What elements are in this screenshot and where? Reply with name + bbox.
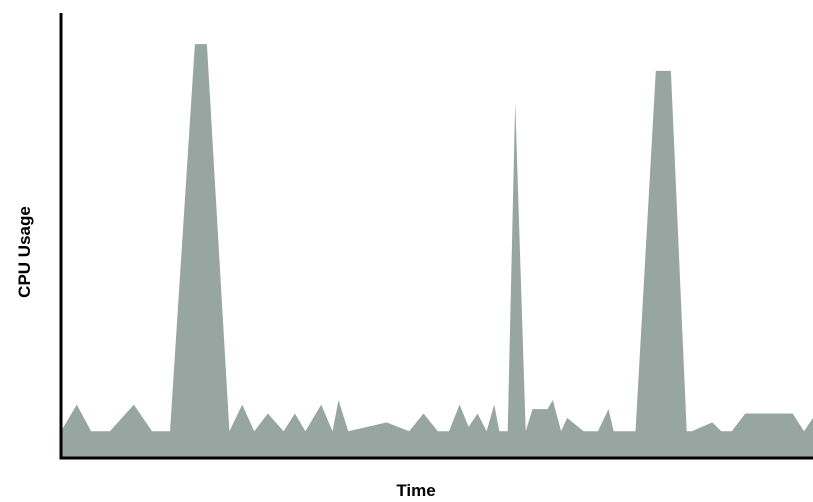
plot-area — [61, 44, 813, 458]
cpu-usage-area-series-0 — [61, 44, 813, 458]
y-axis-label: CPU Usage — [15, 206, 34, 298]
x-axis-label: Time — [396, 481, 435, 500]
